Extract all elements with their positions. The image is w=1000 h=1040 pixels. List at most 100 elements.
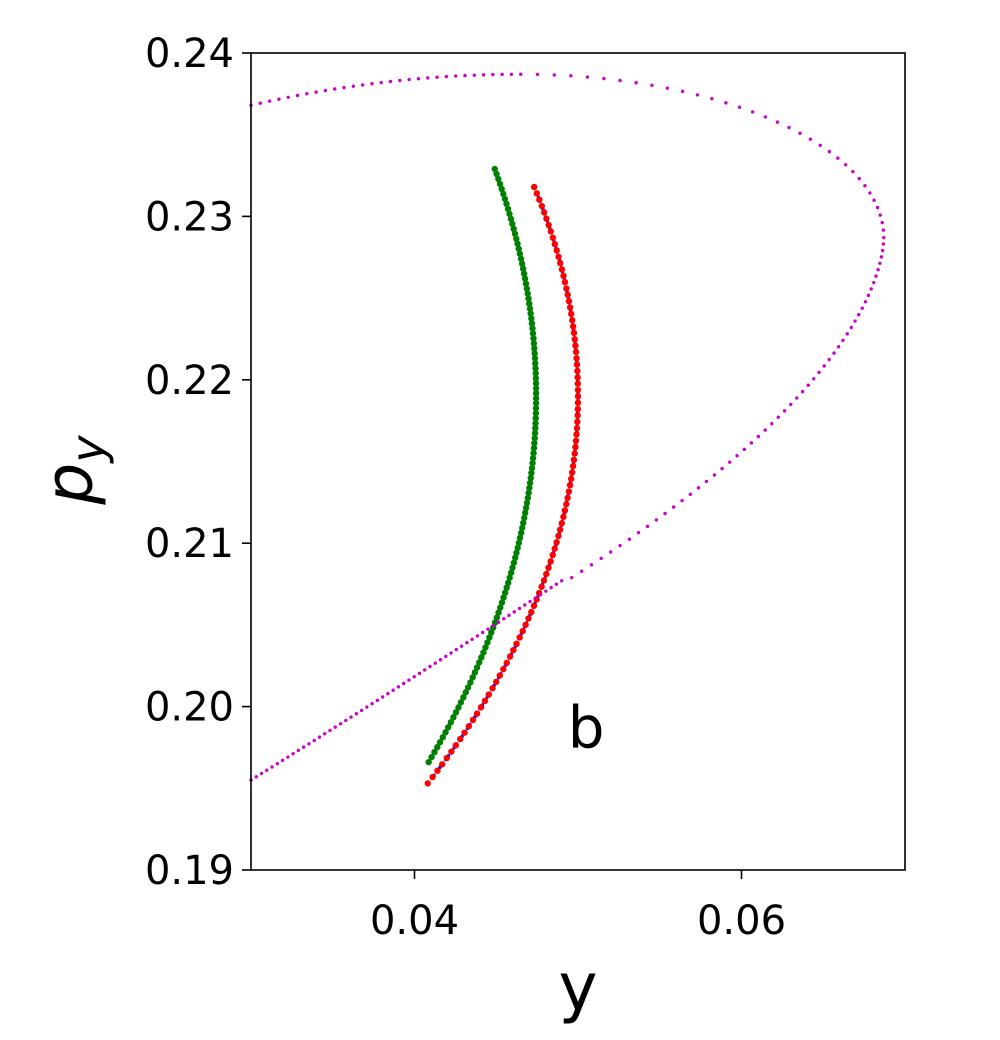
data-point-green bbox=[532, 400, 540, 407]
data-point-red bbox=[569, 462, 577, 470]
y-tick-label: 0.21 bbox=[145, 521, 234, 567]
data-point-magenta bbox=[370, 81, 374, 86]
data-point-green bbox=[452, 709, 460, 716]
data-point-green bbox=[532, 390, 540, 397]
data-point-red bbox=[568, 469, 576, 476]
data-point-green bbox=[506, 574, 513, 581]
data-point-green bbox=[469, 674, 476, 681]
data-point-magenta bbox=[559, 579, 564, 583]
data-point-green bbox=[532, 420, 539, 427]
data-point-green bbox=[478, 654, 485, 661]
data-point-magenta bbox=[270, 765, 274, 769]
data-point-magenta bbox=[618, 543, 622, 548]
data-point-magenta bbox=[301, 745, 306, 749]
data-point-magenta bbox=[265, 768, 269, 772]
data-point-magenta bbox=[454, 647, 459, 652]
data-point-magenta bbox=[338, 722, 343, 726]
data-point-magenta bbox=[486, 627, 490, 631]
data-point-red bbox=[545, 221, 552, 229]
data-point-green bbox=[462, 689, 469, 696]
data-point-magenta bbox=[323, 732, 327, 736]
data-point-magenta bbox=[688, 492, 693, 496]
data-point-magenta bbox=[872, 280, 876, 285]
data-point-green bbox=[532, 405, 540, 412]
data-point-magenta bbox=[438, 658, 443, 662]
data-point-magenta bbox=[259, 771, 264, 776]
data-point-red bbox=[496, 672, 503, 679]
data-point-magenta bbox=[880, 248, 885, 253]
data-point-magenta bbox=[533, 596, 538, 600]
data-point-green bbox=[501, 195, 509, 203]
data-point-magenta bbox=[391, 688, 395, 692]
data-point-magenta bbox=[763, 115, 768, 119]
data-point-magenta bbox=[763, 428, 767, 432]
y-tick-label: 0.20 bbox=[145, 685, 234, 731]
data-point-green bbox=[522, 504, 530, 512]
data-point-magenta bbox=[379, 80, 383, 85]
data-point-magenta bbox=[360, 83, 365, 87]
data-point-magenta bbox=[720, 466, 724, 471]
data-point-magenta bbox=[323, 88, 328, 93]
data-point-magenta bbox=[671, 505, 676, 509]
data-point-green bbox=[447, 719, 455, 726]
data-point-green bbox=[510, 559, 518, 566]
data-point-magenta bbox=[449, 651, 453, 655]
data-point-red bbox=[572, 342, 579, 349]
data-point-magenta bbox=[333, 87, 337, 91]
data-point-magenta bbox=[423, 668, 427, 672]
data-point-magenta bbox=[491, 72, 495, 77]
data-point-red bbox=[560, 272, 567, 280]
data-point-green bbox=[529, 454, 537, 462]
data-point-red bbox=[438, 761, 446, 768]
data-point-red bbox=[574, 393, 582, 400]
data-point-magenta bbox=[351, 84, 356, 88]
data-point-magenta bbox=[509, 72, 514, 76]
data-point-green bbox=[455, 704, 462, 711]
data-point-magenta bbox=[845, 332, 849, 336]
data-point-magenta bbox=[634, 81, 638, 85]
data-point-magenta bbox=[878, 213, 882, 217]
data-point-red bbox=[561, 507, 569, 514]
svg-text:py: py bbox=[31, 435, 115, 506]
data-point-magenta bbox=[523, 603, 527, 607]
data-point-red bbox=[457, 735, 464, 743]
data-point-green bbox=[488, 629, 495, 636]
x-tick-label: 0.04 bbox=[370, 898, 459, 944]
data-point-red bbox=[424, 780, 431, 787]
data-point-magenta bbox=[398, 78, 402, 83]
data-point-red bbox=[558, 520, 566, 527]
data-point-green bbox=[516, 534, 524, 542]
data-point-green bbox=[527, 310, 534, 317]
data-point-red bbox=[530, 602, 538, 609]
data-point-magenta bbox=[312, 738, 316, 743]
data-point-magenta bbox=[812, 377, 816, 381]
data-point-magenta bbox=[554, 582, 559, 586]
data-point-red bbox=[540, 209, 548, 216]
data-point-magenta bbox=[589, 563, 594, 567]
data-point-green bbox=[467, 679, 474, 686]
data-point-green bbox=[524, 494, 532, 502]
y-axis-label-main: p bbox=[31, 463, 108, 506]
data-point-green bbox=[528, 464, 536, 472]
data-point-green bbox=[526, 300, 533, 307]
data-point-red bbox=[555, 532, 562, 540]
data-point-magenta bbox=[428, 664, 432, 669]
data-point-red bbox=[570, 456, 578, 464]
data-point-magenta bbox=[388, 79, 393, 84]
data-point-green bbox=[521, 275, 529, 282]
data-point-red bbox=[574, 399, 582, 406]
data-point-magenta bbox=[453, 74, 458, 78]
data-point-magenta bbox=[818, 143, 822, 147]
data-point-green bbox=[519, 265, 527, 272]
data-point-red bbox=[574, 405, 582, 413]
data-point-green bbox=[513, 549, 520, 557]
data-point-green bbox=[530, 449, 537, 457]
data-point-magenta bbox=[869, 287, 873, 291]
data-point-red bbox=[573, 355, 580, 362]
data-point-green bbox=[428, 753, 435, 761]
data-point-magenta bbox=[569, 74, 573, 78]
data-point-magenta bbox=[519, 72, 523, 76]
data-point-magenta bbox=[552, 73, 556, 77]
data-point-magenta bbox=[782, 409, 787, 413]
data-point-green bbox=[515, 245, 522, 252]
